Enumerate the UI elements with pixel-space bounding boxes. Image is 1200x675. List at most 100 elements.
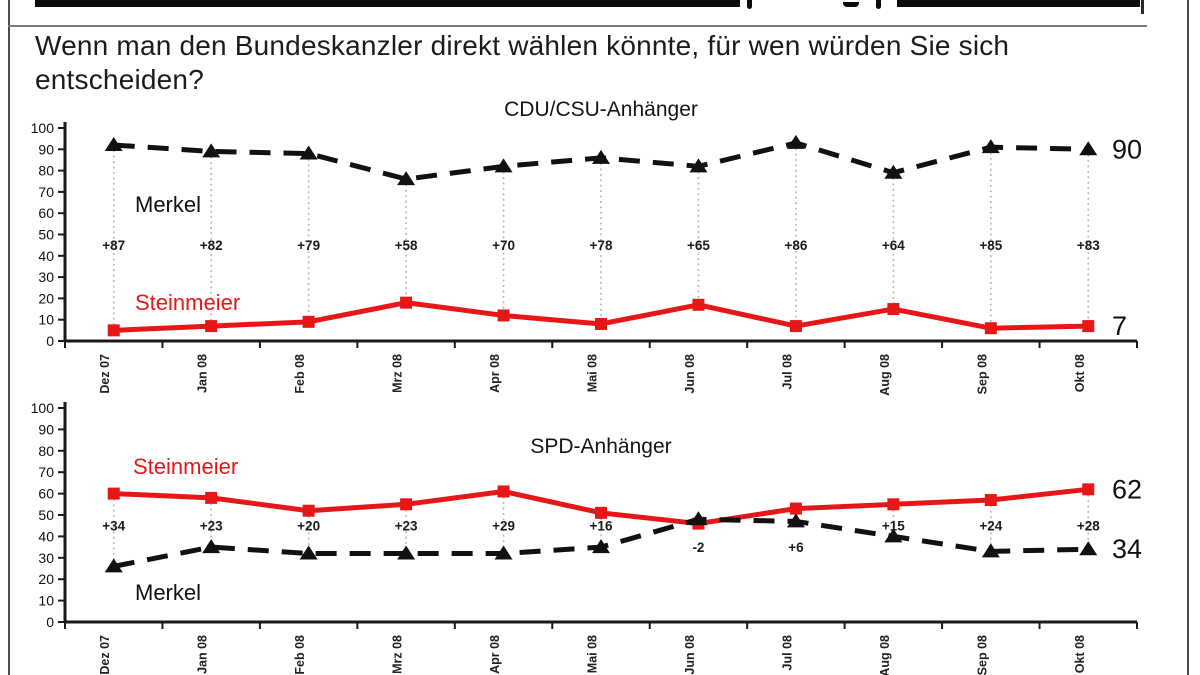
cutoff-bar-left — [35, 0, 740, 7]
square-marker — [595, 317, 607, 330]
square-marker — [205, 320, 218, 333]
month-label: Mai 08 — [586, 354, 600, 392]
diff-label: +86 — [784, 238, 807, 253]
diff-label: +79 — [297, 238, 320, 253]
square-marker — [302, 315, 315, 328]
diff-label: +23 — [200, 519, 223, 534]
month-label: Feb 08 — [293, 635, 307, 675]
y-tick-label: 30 — [38, 550, 54, 566]
month-label: Jul 08 — [780, 354, 794, 389]
square-marker — [789, 502, 802, 515]
y-tick-label: 80 — [38, 163, 54, 179]
diff-label: +85 — [979, 238, 1002, 253]
diff-label: -2 — [692, 540, 704, 555]
month-label: Aug 08 — [878, 635, 892, 675]
square-marker — [887, 498, 900, 511]
cutoff-glyph-descender — [843, 2, 859, 7]
chart-spd: 0 10 20 30 40 50 60 70 80 90 100 Dez 07 Jan 08 Feb 08… — [31, 400, 1142, 675]
y-tick-label: 60 — [38, 486, 54, 502]
chart-cdu-csu: 0 10 20 30 40 50 60 70 80 90 100 Dez 07 Jan 08 Feb 08… — [31, 120, 1142, 396]
square-marker — [107, 487, 120, 500]
triangle-marker — [786, 513, 805, 528]
triangle-marker — [397, 545, 416, 560]
square-marker — [205, 491, 218, 504]
y-tick-label: 100 — [31, 120, 55, 136]
square-marker — [107, 324, 120, 337]
square-marker — [595, 506, 607, 519]
month-label: Jan 08 — [196, 635, 210, 674]
diff-label: +29 — [492, 519, 515, 534]
month-label: Dez 07 — [98, 354, 112, 394]
y-tick-label: 80 — [38, 443, 54, 459]
diff-label: +28 — [1077, 519, 1100, 534]
diff-label: +82 — [200, 238, 223, 253]
diff-label: +78 — [590, 238, 613, 253]
end-value-label: 7 — [1112, 311, 1127, 341]
y-tick-label: 30 — [38, 269, 54, 285]
y-tick-label: 90 — [38, 141, 54, 157]
cutoff-end-tick — [1141, 0, 1144, 14]
diff-label: +24 — [979, 519, 1002, 534]
y-tick-label: 10 — [38, 593, 54, 609]
y-tick-label: 40 — [38, 528, 54, 544]
square-marker — [497, 309, 510, 322]
header-divider-rule — [8, 25, 1147, 27]
month-label: Feb 08 — [293, 354, 307, 394]
y-tick-label: 60 — [38, 205, 54, 221]
series-name-label: Steinmeier — [135, 290, 240, 315]
diff-label: +23 — [395, 519, 418, 534]
diff-label: +34 — [102, 519, 125, 534]
end-value-label: 90 — [1112, 134, 1142, 164]
triangle-marker — [299, 545, 318, 560]
chart-title-cdu-csu: CDU/CSU-Anhänger — [504, 98, 698, 121]
triangle-marker — [202, 143, 221, 158]
chart-title-spd: SPD-Anhänger — [530, 435, 672, 458]
square-marker — [692, 298, 705, 311]
square-marker — [887, 303, 900, 316]
month-label: Aug 08 — [878, 354, 892, 396]
diff-label: +64 — [882, 238, 905, 253]
triangle-marker — [104, 558, 123, 573]
square-marker — [497, 485, 510, 498]
month-label: Dez 07 — [98, 635, 112, 675]
end-value-label: 34 — [1112, 534, 1142, 564]
triangle-marker — [202, 539, 221, 554]
series-name-label: Merkel — [135, 580, 201, 605]
diff-label: +15 — [882, 519, 905, 534]
month-label: Okt 08 — [1073, 635, 1087, 673]
square-marker — [1082, 320, 1095, 333]
cutoff-bar-right — [897, 0, 1140, 7]
y-tick-label: 70 — [38, 184, 54, 200]
month-label: Jun 08 — [683, 635, 697, 675]
triangle-marker — [981, 139, 1000, 154]
month-label: Sep 08 — [975, 354, 989, 394]
y-tick-label: 40 — [38, 248, 54, 264]
triangle-marker — [592, 539, 610, 554]
y-tick-label: 50 — [38, 507, 54, 523]
diff-label: +20 — [297, 519, 320, 534]
triangle-marker — [299, 145, 318, 160]
month-label: Mrz 08 — [391, 635, 405, 674]
square-marker — [984, 494, 997, 507]
triangle-marker — [1079, 141, 1098, 156]
y-tick-label: 90 — [38, 421, 54, 437]
triangle-marker — [689, 158, 708, 173]
triangle-marker — [494, 158, 513, 173]
y-tick-label: 0 — [46, 333, 54, 349]
month-label: Sep 08 — [975, 635, 989, 675]
y-tick-label: 10 — [38, 312, 54, 328]
y-tick-label: 20 — [38, 290, 54, 306]
month-label: Mrz 08 — [391, 354, 405, 393]
diff-label: +70 — [492, 238, 515, 253]
triangle-marker — [1079, 541, 1098, 556]
month-label: Okt 08 — [1073, 354, 1087, 392]
square-marker — [984, 322, 997, 335]
y-tick-label: 0 — [46, 614, 54, 630]
diff-label: +58 — [395, 238, 418, 253]
square-marker — [400, 498, 413, 511]
square-marker — [1082, 483, 1095, 496]
triangle-marker — [981, 543, 1000, 558]
triangle-marker — [494, 545, 513, 560]
triangle-marker — [397, 171, 416, 186]
